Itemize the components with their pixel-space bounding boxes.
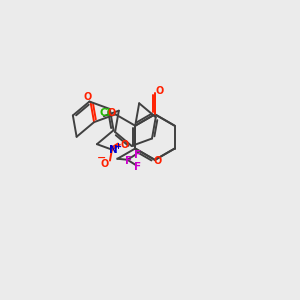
Text: Cl: Cl: [99, 108, 110, 118]
Text: F: F: [134, 150, 141, 160]
Text: O: O: [101, 158, 109, 169]
Text: O: O: [107, 108, 116, 118]
Text: O: O: [83, 92, 92, 102]
Text: +: +: [114, 142, 122, 151]
Text: O: O: [156, 86, 164, 96]
Text: O: O: [154, 156, 162, 166]
Text: −: −: [96, 153, 106, 163]
Text: N: N: [109, 145, 117, 154]
Text: F: F: [125, 156, 132, 166]
Text: O: O: [121, 140, 129, 150]
Text: F: F: [134, 162, 141, 172]
